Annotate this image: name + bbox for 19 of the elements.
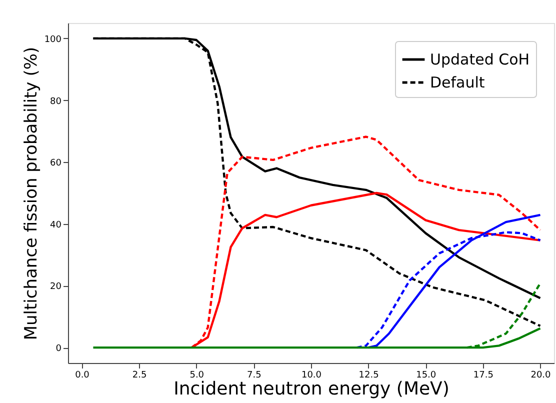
x-tick-label: 12.5 [358,370,379,380]
y-axis-title: Multichance fission probability (%) [21,46,42,340]
x-tick-label: 5.0 [190,370,204,380]
x-tick-label: 0.0 [75,370,90,380]
x-tick-label: 2.5 [132,370,147,380]
x-tick-label: 15.0 [416,370,436,380]
x-tick-label: 10.0 [301,370,322,380]
y-tick-label: 40 [50,220,62,230]
y-tick-label: 60 [50,158,62,169]
x-axis-title: Incident neutron energy (MeV) [174,378,450,400]
x-tick-label: 17.5 [473,370,494,380]
y-tick-label: 80 [50,96,62,107]
x-tick-label: 7.5 [247,370,262,380]
y-tick-label: 0 [56,344,62,354]
y-tick-label: 20 [50,282,62,292]
y-tick-label: 100 [44,34,62,45]
x-tick-label: 20.0 [530,370,552,380]
legend-label: Default [430,74,485,92]
legend-label: Updated CoH [430,50,530,68]
